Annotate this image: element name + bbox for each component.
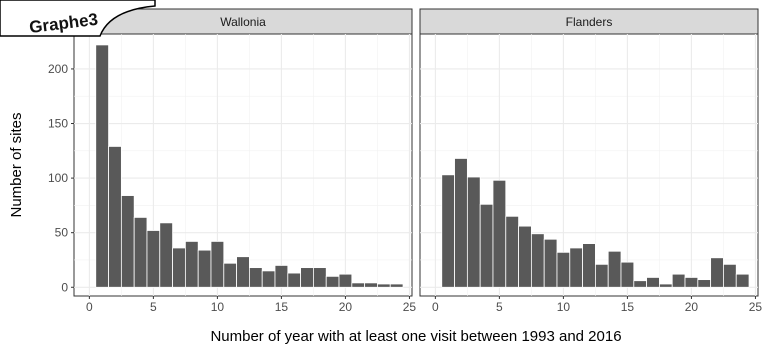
bar-wallonia-6: [159, 222, 173, 288]
panel-flanders: Flanders 0 5 10 15 20 25: [419, 8, 762, 314]
bar-wallonia-15: [274, 265, 289, 288]
bar-flanders-10: [556, 251, 571, 288]
bar-flanders-9: [543, 238, 558, 288]
bar-wallonia-14: [261, 270, 276, 288]
bar-flanders-20: [684, 277, 699, 288]
bar-wallonia-13: [249, 267, 263, 288]
bar-wallonia-4: [133, 216, 148, 288]
bar-flanders-11: [569, 247, 583, 288]
panel-wallonia-bars: [95, 44, 404, 288]
bar-flanders-16: [633, 280, 648, 288]
bar-wallonia-17: [300, 267, 314, 288]
bar-flanders-18: [659, 283, 673, 288]
x-tick-label: 20: [339, 300, 353, 314]
x-tick-label: 15: [275, 300, 289, 314]
y-tick-label: 50: [55, 226, 69, 240]
x-tick-label: 5: [150, 300, 157, 314]
panel-flanders-strip: [419, 8, 759, 35]
x-tick-label: 25: [749, 300, 762, 314]
x-tick-label: 10: [557, 300, 571, 314]
bar-wallonia-9: [197, 249, 212, 288]
y-tick-label: 100: [48, 171, 68, 185]
x-axis-title: Number of year with at least one visit b…: [210, 328, 621, 345]
bar-flanders-22: [710, 257, 724, 288]
bar-wallonia-8: [184, 241, 199, 288]
bar-wallonia-10: [210, 241, 225, 288]
bar-flanders-12: [582, 243, 596, 288]
bar-flanders-4: [479, 203, 494, 288]
graphe-badge: Graphe3: [0, 0, 156, 37]
panel-wallonia-title: Wallonia: [220, 15, 266, 29]
bar-flanders-8: [530, 233, 545, 288]
bar-wallonia-23: [377, 283, 391, 288]
bar-wallonia-1: [95, 44, 109, 288]
bar-wallonia-16: [287, 272, 302, 288]
panel-flanders-bars: [441, 158, 750, 288]
bar-flanders-17: [646, 277, 660, 288]
y-axis: 0 50 100 150 200: [48, 62, 74, 294]
x-tick-label: 20: [685, 300, 699, 314]
bar-wallonia-7: [172, 247, 186, 288]
bar-wallonia-3: [120, 195, 135, 288]
bar-flanders-7: [518, 225, 532, 288]
bar-flanders-23: [723, 263, 737, 288]
bar-flanders-14: [607, 250, 622, 288]
y-tick-label: 150: [48, 117, 68, 131]
y-tick-label: 200: [48, 62, 68, 76]
bar-flanders-24: [735, 273, 750, 288]
bar-wallonia-12: [236, 256, 250, 288]
y-axis-title: Number of sites: [8, 112, 25, 217]
bar-wallonia-2: [108, 146, 122, 288]
y-tick-label: 0: [61, 280, 68, 294]
panel-flanders-x-axis: 0 5 10 15 20 25: [432, 296, 762, 314]
bar-flanders-3: [466, 176, 481, 288]
x-tick-label: 10: [211, 300, 225, 314]
bar-wallonia-20: [338, 273, 353, 288]
panel-wallonia-x-axis: 0 5 10 15 20 25: [86, 296, 416, 314]
bar-flanders-19: [671, 273, 686, 288]
bar-flanders-6: [505, 215, 519, 288]
bar-flanders-1: [441, 174, 455, 288]
panel-wallonia: Wallonia 0 5 10 15 20 25: [73, 8, 416, 314]
panel-wallonia-strip: [73, 8, 413, 35]
bar-flanders-21: [697, 279, 712, 288]
bar-wallonia-24: [389, 283, 404, 288]
bar-flanders-5: [492, 179, 507, 288]
graphe-badge-shape: [0, 0, 156, 37]
x-tick-label: 15: [621, 300, 635, 314]
x-tick-label: 25: [403, 300, 417, 314]
x-tick-label: 0: [86, 300, 93, 314]
bar-flanders-15: [620, 261, 635, 288]
bar-wallonia-5: [146, 230, 161, 288]
bar-flanders-13: [595, 263, 609, 288]
bar-flanders-2: [454, 158, 468, 288]
bar-wallonia-18: [313, 267, 327, 288]
bar-wallonia-21: [351, 282, 366, 288]
panel-flanders-title: Flanders: [566, 15, 613, 29]
x-tick-label: 0: [432, 300, 439, 314]
bar-wallonia-19: [325, 275, 340, 288]
x-tick-label: 5: [496, 300, 503, 314]
bar-wallonia-22: [364, 282, 378, 288]
bar-wallonia-11: [223, 262, 237, 288]
